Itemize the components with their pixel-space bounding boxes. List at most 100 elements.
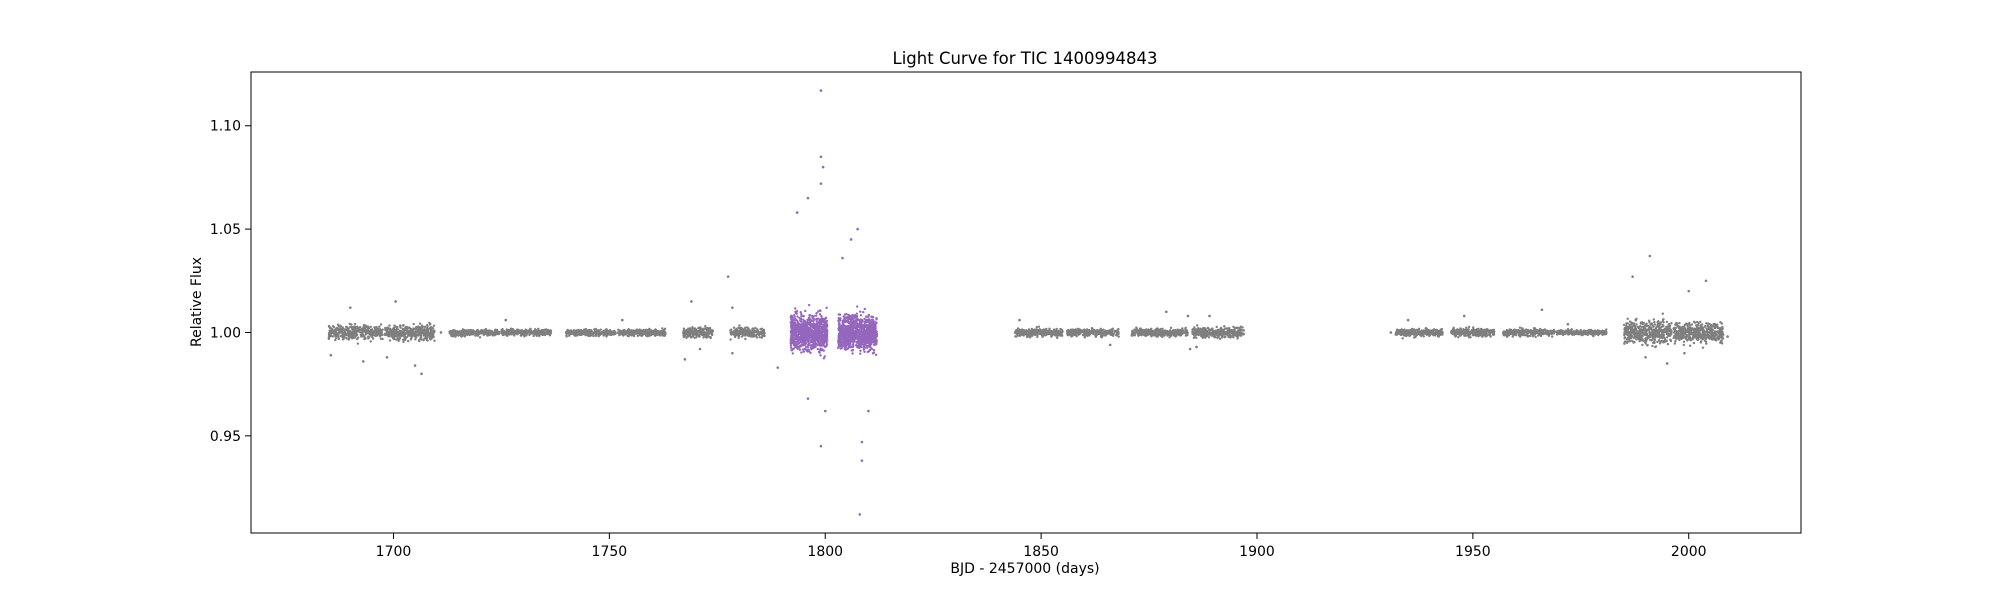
data-point (476, 329, 480, 332)
data-point (412, 327, 415, 330)
data-point (1030, 333, 1033, 337)
data-point (1567, 333, 1570, 336)
data-point (1228, 333, 1232, 337)
data-point (572, 330, 575, 334)
outlier-point (329, 353, 333, 357)
data-point (604, 332, 607, 335)
data-point (620, 330, 624, 334)
data-point (1413, 336, 1416, 339)
data-point (594, 327, 597, 331)
data-point (414, 327, 418, 330)
data-point (639, 330, 643, 334)
data-point (1531, 335, 1535, 338)
series-0-segment-9 (1065, 327, 1120, 347)
data-point (1092, 329, 1095, 332)
data-point (1235, 334, 1238, 337)
data-point (1438, 333, 1442, 337)
data-point (1055, 331, 1058, 334)
data-point (686, 332, 689, 335)
data-point (429, 335, 433, 338)
data-point (753, 330, 757, 333)
series-0-segment-12 (1389, 318, 1444, 340)
data-point (1489, 335, 1492, 338)
data-point (1508, 329, 1511, 333)
data-point (682, 335, 685, 339)
data-point (351, 333, 355, 336)
data-point (1033, 328, 1036, 331)
outlier-point (1566, 322, 1570, 326)
data-point (413, 334, 417, 337)
data-point (1174, 335, 1177, 338)
data-point (1014, 335, 1018, 338)
data-point (580, 330, 584, 333)
data-point (685, 328, 689, 331)
data-point (688, 331, 691, 335)
data-point (1058, 333, 1061, 336)
data-point (432, 324, 436, 327)
data-point (1135, 326, 1138, 329)
data-point (1131, 330, 1134, 334)
data-point (1530, 330, 1533, 333)
data-point (1661, 312, 1665, 315)
data-point (1215, 325, 1218, 329)
data-point (1532, 332, 1536, 336)
data-point (1014, 330, 1018, 334)
data-point (364, 328, 367, 331)
data-point (1470, 328, 1474, 332)
data-point (682, 327, 686, 330)
data-point (1424, 327, 1428, 330)
data-point (1471, 331, 1475, 335)
outlier-point (683, 358, 687, 361)
data-point (1653, 320, 1656, 324)
data-point (1066, 328, 1070, 332)
data-point (569, 331, 572, 335)
data-point (589, 334, 593, 337)
data-point (1228, 331, 1231, 335)
data-point (433, 329, 436, 333)
data-point (548, 333, 552, 336)
data-point (1141, 329, 1144, 333)
data-point (1592, 334, 1595, 338)
data-point (399, 335, 402, 338)
data-point (729, 329, 732, 332)
data-point (454, 335, 457, 338)
outlier-point (385, 355, 389, 359)
data-point (1420, 331, 1423, 335)
data-point (1027, 330, 1030, 333)
data-point (1202, 330, 1205, 333)
data-point (415, 336, 418, 339)
data-point (589, 331, 592, 334)
data-point (1117, 332, 1120, 336)
data-point (1570, 328, 1573, 331)
data-point (520, 329, 524, 332)
data-point (1169, 326, 1173, 330)
data-point (1218, 337, 1222, 341)
data-point (1202, 333, 1205, 336)
data-point (698, 326, 702, 329)
data-point (1065, 332, 1069, 335)
data-point (1223, 335, 1226, 339)
data-point (632, 333, 635, 336)
data-point (394, 329, 397, 333)
data-point (743, 331, 747, 334)
data-point (1649, 323, 1652, 326)
data-point (489, 330, 492, 334)
data-point (1507, 333, 1510, 336)
data-point (360, 332, 363, 336)
data-point (523, 333, 526, 336)
series-0-segment-2 (439, 327, 501, 339)
data-point (604, 329, 608, 333)
data-point (417, 331, 421, 334)
data-point (694, 329, 698, 332)
data-point (429, 327, 433, 330)
data-point (370, 333, 374, 337)
data-point (1591, 329, 1594, 333)
data-point (612, 333, 615, 336)
data-point (330, 329, 333, 333)
data-point (585, 332, 588, 336)
data-point (1178, 332, 1181, 335)
data-point (753, 334, 756, 337)
outlier-point (504, 318, 508, 322)
data-point (1207, 336, 1211, 339)
